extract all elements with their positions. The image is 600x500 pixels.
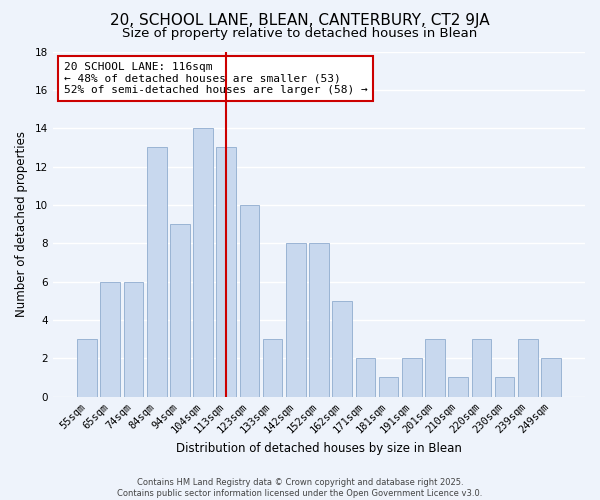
Bar bbox=[518, 339, 538, 396]
Bar bbox=[379, 378, 398, 396]
Text: Size of property relative to detached houses in Blean: Size of property relative to detached ho… bbox=[122, 28, 478, 40]
Bar bbox=[217, 148, 236, 396]
Bar bbox=[541, 358, 561, 397]
Bar bbox=[286, 243, 305, 396]
X-axis label: Distribution of detached houses by size in Blean: Distribution of detached houses by size … bbox=[176, 442, 462, 455]
Bar bbox=[356, 358, 375, 397]
Bar bbox=[495, 378, 514, 396]
Bar bbox=[124, 282, 143, 397]
Text: Contains HM Land Registry data © Crown copyright and database right 2025.
Contai: Contains HM Land Registry data © Crown c… bbox=[118, 478, 482, 498]
Bar bbox=[402, 358, 422, 397]
Bar bbox=[239, 205, 259, 396]
Text: 20 SCHOOL LANE: 116sqm
← 48% of detached houses are smaller (53)
52% of semi-det: 20 SCHOOL LANE: 116sqm ← 48% of detached… bbox=[64, 62, 367, 95]
Bar bbox=[472, 339, 491, 396]
Text: 20, SCHOOL LANE, BLEAN, CANTERBURY, CT2 9JA: 20, SCHOOL LANE, BLEAN, CANTERBURY, CT2 … bbox=[110, 12, 490, 28]
Y-axis label: Number of detached properties: Number of detached properties bbox=[15, 131, 28, 317]
Bar bbox=[147, 148, 167, 396]
Bar bbox=[263, 339, 283, 396]
Bar bbox=[425, 339, 445, 396]
Bar bbox=[193, 128, 213, 396]
Bar bbox=[448, 378, 468, 396]
Bar bbox=[77, 339, 97, 396]
Bar bbox=[309, 243, 329, 396]
Bar bbox=[170, 224, 190, 396]
Bar bbox=[332, 300, 352, 396]
Bar bbox=[100, 282, 120, 397]
